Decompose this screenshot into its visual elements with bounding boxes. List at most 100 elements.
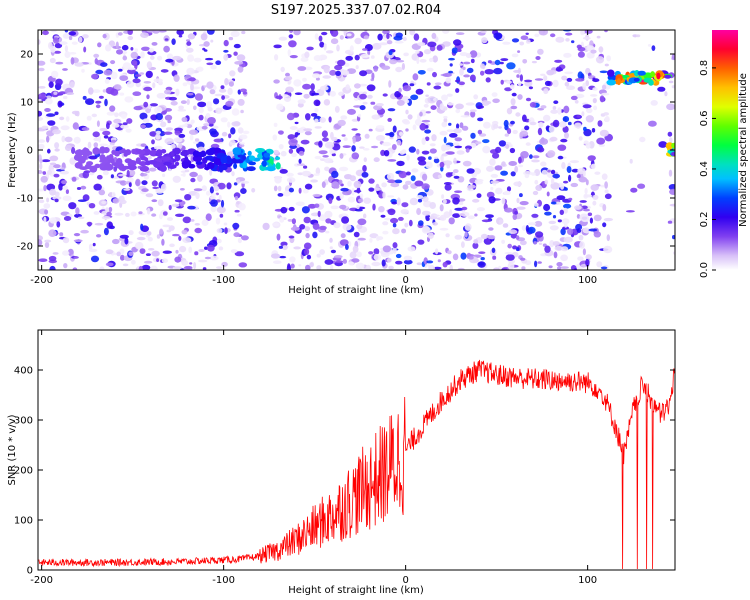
heatmap-cell: [449, 133, 458, 138]
heatmap-cell: [302, 77, 307, 82]
snr-y-ticks: 0 100 200 300 400: [14, 366, 675, 577]
heatmap-cell: [48, 255, 57, 262]
heatmap-cell: [140, 51, 145, 59]
heatmap-cell: [234, 196, 239, 201]
heatmap-cell: [490, 186, 494, 191]
heatmap-cell: [351, 152, 360, 160]
heatmap-cell: [353, 105, 362, 108]
heatmap-cell: [301, 206, 310, 214]
heatmap-cell: [288, 40, 297, 48]
heatmap-cell: [336, 44, 340, 52]
heatmap-cell: [422, 210, 431, 216]
heatmap-cell: [76, 187, 82, 190]
heatmap-cell: [219, 213, 224, 218]
heatmap-cell: [500, 58, 509, 62]
heatmap-cell: [304, 248, 310, 255]
heatmap-cell: [288, 235, 295, 239]
heatmap-cell: [38, 170, 43, 174]
heatmap-cell: [592, 87, 598, 91]
heatmap-cell: [403, 120, 411, 125]
heatmap-cell: [179, 245, 187, 253]
heatmap-cell: [499, 61, 504, 65]
heatmap-cell: [510, 120, 515, 125]
heatmap-cell: [40, 175, 48, 183]
heatmap-cell: [481, 37, 488, 44]
heatmap-cell: [349, 45, 354, 52]
heatmap-cell: [278, 36, 288, 41]
heatmap-cell: [53, 91, 58, 95]
heatmap-cell: [46, 135, 50, 143]
heatmap-cell: [322, 137, 329, 142]
heatmap-cell: [650, 100, 658, 106]
heatmap-cell: [584, 187, 588, 195]
heatmap-cell: [314, 126, 322, 129]
heatmap-cell: [198, 114, 204, 121]
heatmap-cell: [389, 59, 398, 65]
heatmap-cell: [194, 93, 203, 101]
heatmap-cell: [282, 245, 288, 251]
heatmap-cell: [168, 204, 172, 211]
heatmap-cell: [395, 66, 403, 73]
heatmap-cell: [50, 30, 57, 33]
heatmap-cell: [99, 266, 105, 270]
heatmap-cell: [425, 94, 429, 97]
heatmap-cell: [506, 128, 512, 135]
heatmap-cell: [73, 136, 81, 144]
heatmap-cell: [209, 168, 213, 176]
heatmap-cell: [48, 229, 57, 237]
heatmap-cell: [582, 227, 591, 234]
heatmap-cell: [280, 206, 288, 214]
heatmap-cell: [386, 33, 390, 40]
heatmap-cell: [82, 194, 90, 202]
heatmap-cell: [236, 201, 240, 205]
heatmap-cell: [403, 52, 409, 57]
heatmap-band-cell: [248, 161, 256, 166]
heatmap-cell: [590, 184, 599, 191]
heatmap-cell: [353, 231, 360, 238]
heatmap-cell: [391, 201, 398, 205]
heatmap-cell: [329, 69, 337, 76]
heatmap-cell: [289, 30, 294, 33]
heatmap-cell: [83, 46, 87, 53]
heatmap-cell: [142, 118, 150, 123]
x-tick-label: -200: [30, 275, 53, 286]
heatmap-cell: [512, 213, 518, 220]
heatmap-cell: [170, 101, 178, 106]
heatmap-cell: [603, 245, 613, 254]
heatmap-cell: [119, 92, 125, 96]
heatmap-cell: [369, 233, 379, 239]
heatmap-cell: [381, 259, 386, 267]
heatmap-cell: [143, 260, 153, 264]
heatmap-cell: [439, 214, 447, 221]
heatmap-cell: [441, 194, 445, 199]
heatmap-cell: [575, 93, 585, 99]
heatmap-cell: [428, 57, 434, 63]
y-tick-label: -10: [17, 194, 33, 205]
heatmap-cell: [457, 48, 462, 53]
heatmap-cell: [521, 266, 526, 270]
heatmap-cell: [371, 261, 381, 267]
heatmap-cell: [564, 132, 569, 139]
heatmap-cell: [240, 235, 249, 241]
heatmap-cell: [47, 120, 56, 126]
heatmap-cell: [514, 165, 519, 173]
heatmap-cell: [159, 213, 163, 220]
heatmap-cell: [70, 57, 75, 65]
heatmap-cell: [474, 213, 478, 217]
heatmap-cell: [141, 46, 150, 51]
heatmap-cell: [151, 139, 155, 145]
heatmap-cell: [542, 243, 547, 247]
heatmap-cell: [184, 265, 193, 270]
heatmap-cell: [548, 125, 555, 133]
heatmap-cell: [592, 98, 597, 104]
heatmap-cell: [576, 44, 582, 49]
heatmap-cell: [175, 213, 185, 217]
heatmap-cell: [54, 111, 59, 116]
heatmap-cell: [466, 168, 475, 174]
heatmap-cell: [93, 211, 100, 215]
heatmap-cell: [205, 213, 212, 221]
heatmap-cell: [568, 174, 572, 182]
heatmap-cell: [463, 74, 470, 78]
heatmap-cell: [394, 40, 404, 44]
heatmap-cell: [515, 112, 521, 117]
